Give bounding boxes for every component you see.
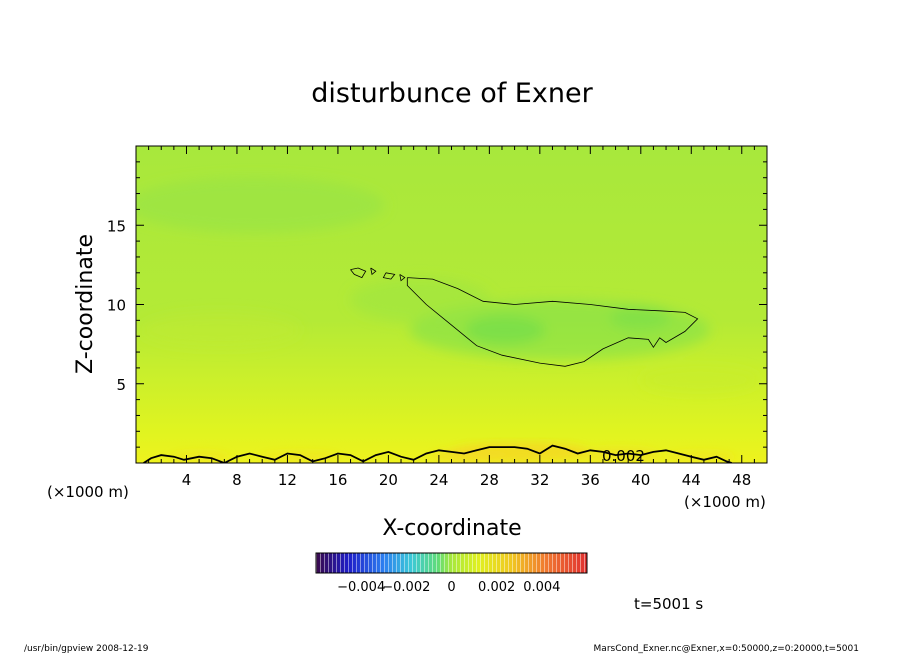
y-tick-label: 5 (116, 376, 126, 394)
contour-line (350, 267, 367, 279)
footer-right: MarsCond_Exner.nc@Exner,x=0:50000,z=0:20… (594, 644, 859, 654)
footer-left: /usr/bin/gpview 2008-12-19 (24, 644, 149, 654)
colorbar-tick-label: −0.002 (382, 580, 430, 595)
x-tick-label: 40 (631, 471, 650, 489)
contour-line (370, 267, 377, 276)
y-axis-label: Z-coordinate (73, 234, 98, 374)
colorbar-ticks: −0.004−0.002 0 0.002 0.004 (337, 580, 560, 595)
colorbar-frame (315, 552, 588, 574)
x-tick-label: 8 (232, 471, 242, 489)
x-unit-label-right: (×1000 m) (684, 493, 766, 511)
x-tick-label: 20 (379, 471, 398, 489)
contour-line (406, 277, 699, 367)
x-tick-label: 36 (581, 471, 600, 489)
contour-line (382, 272, 396, 280)
colorbar-tick-label: 0.004 (523, 580, 560, 595)
x-tick-label: 48 (732, 471, 751, 489)
colorbar-tick-label: 0.002 (478, 580, 515, 595)
colorbar-tick-label: 0 (447, 580, 455, 595)
heatmap-field (136, 146, 767, 463)
x-tick-label: 24 (429, 471, 448, 489)
contour-label: 0.002 (602, 447, 645, 465)
contour-line (399, 274, 406, 282)
y-tick-label: 10 (107, 297, 126, 315)
x-tick-label: 4 (182, 471, 192, 489)
x-unit-label-left: (×1000 m) (47, 483, 129, 501)
colorbar-tick-label: −0.004 (337, 580, 385, 595)
x-tick-label: 28 (480, 471, 499, 489)
x-tick-label: 12 (278, 471, 297, 489)
chart-title: disturbunce of Exner (311, 78, 593, 109)
x-tick-label: 44 (682, 471, 701, 489)
colorbar: −0.004−0.002 0 0.002 0.004 (315, 552, 588, 595)
y-tick-label: 15 (107, 217, 126, 235)
x-tick-label: 32 (530, 471, 549, 489)
x-tick-label: 16 (328, 471, 347, 489)
x-axis-label: X-coordinate (382, 516, 521, 541)
time-label: t=5001 s (634, 595, 703, 613)
